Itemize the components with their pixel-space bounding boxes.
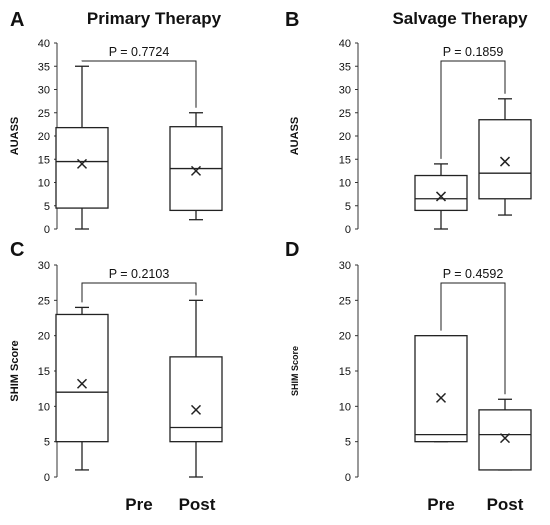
box-post [478,398,532,471]
y-tick-label: 25 [38,108,50,120]
box-pre [55,306,109,471]
y-tick-label: 5 [44,201,50,213]
y-tick-label: 30 [339,260,351,272]
significance-bracket [440,60,506,159]
y-tick-label: 0 [44,224,50,236]
significance-bracket [440,282,506,395]
y-tick-label: 40 [38,38,50,50]
y-tick-label: 15 [38,154,50,166]
panel-letter: B [285,9,299,31]
mean-marker [435,191,447,202]
iqr-box [169,356,223,443]
y-tick-label: 15 [38,366,50,378]
panel-letter: A [10,9,24,31]
y-tick-label: 30 [38,85,50,97]
y-tick-label: 30 [38,260,50,272]
y-tick-label: 20 [339,131,351,143]
y-tick-label: 10 [38,401,50,413]
y-tick-label: 10 [38,178,50,190]
y-tick-label: 0 [345,472,351,484]
y-axis-label: SHIM Score [9,340,21,401]
panel-title: Salvage Therapy [392,9,528,28]
y-tick-label: 15 [339,366,351,378]
y-tick-label: 25 [339,108,351,120]
box-post [478,98,532,216]
significance-bracket [81,60,197,108]
y-tick-label: 35 [38,61,50,73]
y-tick-label: 5 [345,201,351,213]
y-tick-label: 5 [345,437,351,449]
y-axis-label: SHIM Score [290,346,300,396]
panel-letter: C [10,239,24,261]
iqr-box [478,119,532,200]
y-tick-label: 25 [339,295,351,307]
y-tick-label: 5 [44,437,50,449]
iqr-box [478,409,532,471]
y-tick-label: 0 [345,224,351,236]
y-axis-label: AUASS [9,117,21,156]
x-category-label-pre: Pre [427,495,454,514]
x-category-label-pre: Pre [125,495,152,514]
panel-letter: D [285,239,299,261]
y-tick-label: 10 [339,178,351,190]
x-category-label-post: Post [179,495,216,514]
p-value: P = 0.4592 [443,267,504,281]
box-post [169,299,223,478]
p-value: P = 0.1859 [443,45,504,59]
iqr-box [55,313,109,443]
iqr-box [414,335,468,443]
y-tick-label: 30 [339,85,351,97]
y-tick-label: 20 [339,331,351,343]
y-tick-label: 20 [38,131,50,143]
panel-b: B Salvage Therapy AUASS 0 5 10 15 20 25 30 35 40 P =… [285,9,532,236]
mean-marker [499,433,511,444]
mean-marker [435,392,447,403]
mean-marker [499,156,511,167]
mean-marker [190,165,202,176]
mean-marker [190,404,202,415]
p-value: P = 0.7724 [109,45,170,59]
y-axis-label: AUASS [289,117,301,156]
box-post [169,112,223,221]
mean-marker [76,378,88,389]
significance-bracket [81,282,197,303]
panel-title: Primary Therapy [87,9,222,28]
y-tick-label: 10 [339,401,351,413]
y-tick-label: 0 [44,472,50,484]
panel-c: C SHIM Score 0 5 10 15 20 25 30 P = 0.2103 Pre Post [9,239,223,514]
x-category-label-post: Post [487,495,524,514]
y-tick-label: 25 [38,295,50,307]
mean-marker [76,158,88,169]
box-pre [414,163,468,230]
iqr-box [55,126,109,209]
box-pre [414,335,468,443]
iqr-box [414,174,468,212]
panel-d: D SHIM Score 0 5 10 15 20 25 30 P = 0.4592 Pre Post [285,239,532,514]
panel-a: A Primary Therapy AUASS 0 5 10 15 20 25 30 35 40 P =… [9,9,223,236]
p-value: P = 0.2103 [109,267,170,281]
y-tick-label: 35 [339,61,351,73]
y-tick-label: 15 [339,154,351,166]
y-tick-label: 40 [339,38,351,50]
y-tick-label: 20 [38,331,50,343]
box-pre [55,65,109,230]
